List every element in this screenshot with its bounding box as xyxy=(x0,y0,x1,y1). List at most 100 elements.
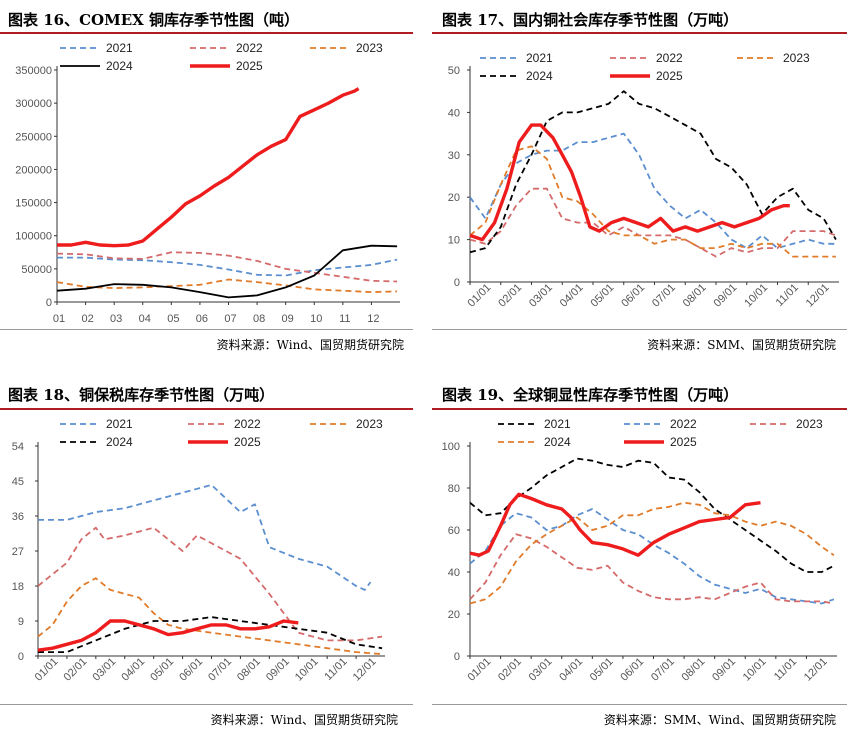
x-tick-label: 06/01 xyxy=(619,282,647,310)
x-tick-label: 03 xyxy=(110,313,122,325)
y-tick-label: 9 xyxy=(18,616,24,628)
series-line-2022 xyxy=(37,526,383,642)
x-tick-label: 07/01 xyxy=(206,656,234,684)
series-line-2021 xyxy=(57,256,398,277)
x-tick-label: 05 xyxy=(167,313,179,325)
x-tick-label: 12/01 xyxy=(802,656,830,684)
x-tick-label: 03/01 xyxy=(90,656,118,684)
legend-label-2024: 2024 xyxy=(106,435,133,449)
x-tick-label: 01/01 xyxy=(466,282,494,310)
x-tick-label: 10/01 xyxy=(742,282,770,310)
chart: 0 50000 100000 150000 200000 250000 300000 3500… xyxy=(15,41,400,325)
y-tick-label: 20 xyxy=(448,192,460,204)
page-title: 图表 19、全球铜显性库存季节性图（万吨） xyxy=(442,386,739,404)
x-tick-label: 06/01 xyxy=(177,656,205,684)
source-note: 资料来源：SMM、国贸期货研究院 xyxy=(647,338,836,352)
series-line-2023 xyxy=(469,533,835,605)
y-tick-label: 150000 xyxy=(15,198,52,210)
source-rule xyxy=(0,704,413,705)
x-tick-label: 04/01 xyxy=(119,656,147,684)
x-tick-label: 04/01 xyxy=(558,282,586,310)
series-line-2023 xyxy=(56,278,398,294)
legend-label-2022: 2022 xyxy=(656,51,683,65)
x-tick-label: 03/01 xyxy=(527,656,555,684)
x-tick-label: 03/01 xyxy=(527,282,555,310)
x-tick-label: 10/01 xyxy=(293,656,321,684)
x-tick-label: 07 xyxy=(224,313,236,325)
title-rule xyxy=(0,408,413,410)
legend-label-2023: 2023 xyxy=(356,417,383,431)
x-tick-label: 10/01 xyxy=(741,656,769,684)
legend-label-2023: 2023 xyxy=(356,41,383,55)
series-line-2021 xyxy=(469,457,835,573)
y-tick-label: 54 xyxy=(12,441,24,453)
y-tick-label: 0 xyxy=(454,651,460,663)
y-tick-label: 50 xyxy=(448,65,460,77)
x-tick-label: 04 xyxy=(139,313,151,325)
legend-label-2022: 2022 xyxy=(670,417,697,431)
chart: 0 20 40 60 80 100 01/01 02/01 03/01 04/01 05/01 06/… xyxy=(442,417,837,684)
legend-label-2023: 2023 xyxy=(783,51,810,65)
x-tick-label: 08 xyxy=(253,313,265,325)
page-title: 图表 17、国内铜社会库存季节性图（万吨） xyxy=(442,11,739,29)
x-tick-label: 02 xyxy=(81,313,93,325)
y-tick-label: 36 xyxy=(12,511,24,523)
panel-social-inventory: 图表 17、国内铜社会库存季节性图（万吨） 0 10 20 30 40 50 01/01 02… xyxy=(432,0,852,365)
y-tick-label: 300000 xyxy=(15,98,52,110)
series-line-2021 xyxy=(469,132,836,250)
x-tick-label: 11/01 xyxy=(774,282,801,309)
legend-label-2024: 2024 xyxy=(526,69,553,83)
series-line-2023 xyxy=(469,145,836,258)
y-tick-label: 200000 xyxy=(15,164,52,176)
x-tick-label: 04/01 xyxy=(557,656,585,684)
y-tick-label: 100000 xyxy=(15,231,52,243)
series-line-2021 xyxy=(38,484,372,591)
legend-label-2023: 2023 xyxy=(796,417,823,431)
title-rule xyxy=(432,408,847,410)
x-tick-label: 05/01 xyxy=(148,656,176,684)
series-line-2023 xyxy=(37,577,383,655)
source-note: 资料来源：SMM、Wind、国贸期货研究院 xyxy=(603,713,836,727)
x-tick-label: 10 xyxy=(310,313,322,325)
y-tick-label: 0 xyxy=(18,651,24,663)
x-tick-label: 11/01 xyxy=(772,656,799,683)
series-line-2024 xyxy=(38,616,383,654)
series-line-2024 xyxy=(469,501,835,605)
y-tick-label: 45 xyxy=(12,476,24,488)
x-tick-label: 01/01 xyxy=(33,656,61,684)
series-line-2025 xyxy=(469,123,790,242)
x-tick-label: 06 xyxy=(196,313,208,325)
legend-label-2021: 2021 xyxy=(544,417,571,431)
y-tick-label: 40 xyxy=(448,107,460,119)
y-tick-label: 80 xyxy=(448,483,460,495)
x-tick-label: 02/01 xyxy=(62,656,90,684)
panel-global-inventory: 图表 19、全球铜显性库存季节性图（万吨） 0 20 40 60 80 100 01/01 0… xyxy=(432,366,852,731)
legend-label-2024: 2024 xyxy=(544,435,571,449)
y-tick-label: 350000 xyxy=(15,65,52,77)
x-tick-label: 12 xyxy=(367,313,379,325)
title-rule xyxy=(432,32,847,34)
x-tick-label: 08/01 xyxy=(680,656,708,684)
x-tick-label: 09/01 xyxy=(712,282,740,310)
source-rule xyxy=(432,704,847,705)
legend-label-2025: 2025 xyxy=(236,59,263,73)
x-tick-label: 07/01 xyxy=(649,656,677,684)
y-tick-label: 0 xyxy=(46,297,52,309)
x-tick-label: 02/01 xyxy=(496,656,524,684)
source-rule xyxy=(432,329,847,330)
legend-label-2024: 2024 xyxy=(106,59,133,73)
y-tick-label: 60 xyxy=(448,525,460,537)
y-tick-label: 18 xyxy=(12,581,24,593)
x-tick-label: 09/01 xyxy=(264,656,292,684)
x-tick-label: 12/01 xyxy=(804,282,832,310)
x-tick-label: 06/01 xyxy=(618,656,646,684)
x-tick-label: 02/01 xyxy=(496,282,524,310)
panel-bonded-inventory: 图表 18、铜保税库存季节性图（万吨） 0 9 18 27 36 45 54 01/01 02/… xyxy=(0,366,416,731)
series-line-2022 xyxy=(56,251,398,283)
y-tick-label: 50000 xyxy=(21,264,52,276)
series-line-2025 xyxy=(469,492,761,557)
chart: 0 10 20 30 40 50 01/01 02/01 03/01 04/01 05/01 06/0… xyxy=(448,51,839,310)
x-tick-label: 09 xyxy=(282,313,294,325)
x-tick-label: 08/01 xyxy=(681,282,709,310)
page-title: 图表 18、铜保税库存季节性图（万吨） xyxy=(8,386,275,404)
